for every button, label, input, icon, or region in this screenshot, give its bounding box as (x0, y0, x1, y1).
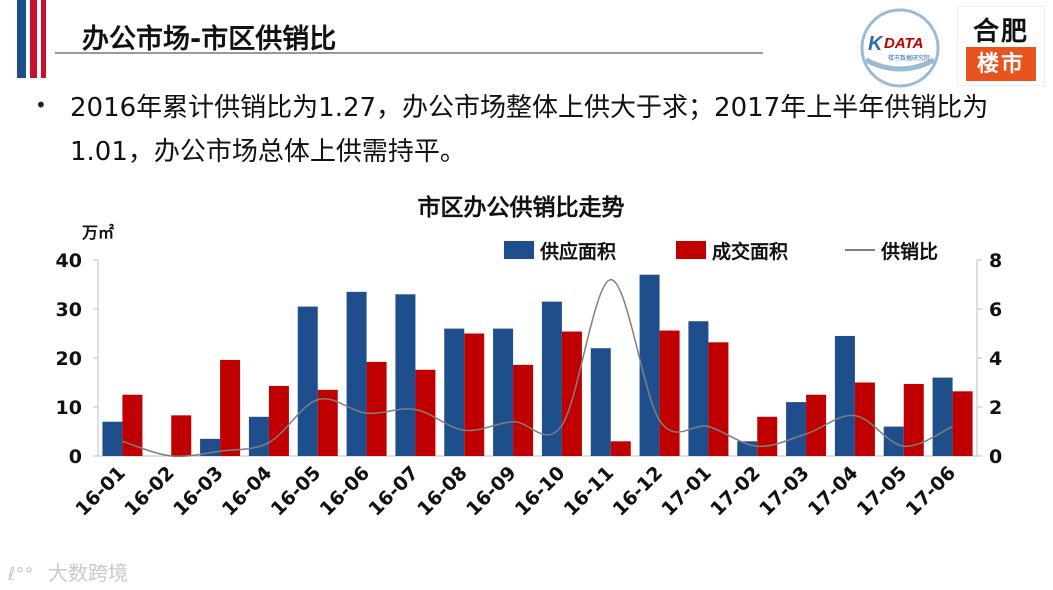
bar-sales (122, 394, 143, 456)
bar-sales (513, 364, 534, 456)
bar-supply (688, 321, 709, 456)
bar-sales (708, 342, 729, 456)
bar-supply (248, 416, 269, 456)
watermark-text: 大数跨境 (48, 561, 128, 585)
bar-sales (561, 331, 582, 456)
x-tick-label: 16-03 (169, 462, 228, 521)
bar-supply (786, 402, 807, 456)
bar-supply (346, 291, 367, 456)
kdata-logo: K DATA 楼市数据研究院 (860, 8, 940, 88)
bar-supply (493, 328, 514, 456)
x-tick-label: 16-12 (609, 462, 668, 521)
bar-sales (220, 359, 241, 456)
logo-text-top: 合肥 (972, 17, 1029, 47)
x-tick-label: 16-07 (364, 462, 423, 521)
svg-text:DATA: DATA (884, 35, 923, 52)
x-tick-label: 16-02 (120, 462, 179, 521)
bar-supply (639, 274, 660, 456)
header-flag-red-thin (41, 0, 46, 78)
y-tick-label-left: 10 (56, 397, 82, 419)
bar-supply (541, 301, 562, 456)
x-tick-label: 16-05 (267, 462, 326, 521)
y-axis-unit-label: 万㎡ (81, 223, 114, 242)
legend-label-2: 成交面积 (712, 240, 788, 263)
bar-supply (297, 306, 318, 456)
bar-sales (366, 361, 387, 456)
bar-supply (395, 294, 416, 456)
x-tick-label: 16-04 (218, 462, 277, 521)
x-tick-label: 16-06 (316, 462, 375, 521)
y-tick-label-right: 0 (989, 446, 1002, 468)
y-tick-label-left: 30 (56, 299, 82, 321)
x-tick-label: 17-06 (902, 462, 961, 521)
y-tick-label-right: 8 (989, 250, 1002, 272)
chart-legend: 供应面积 成交面积 供销比 (504, 240, 938, 263)
bar-supply (834, 335, 855, 456)
chart-title: 市区办公供销比走势 (418, 194, 625, 221)
bar-sales (806, 394, 827, 456)
x-tick-label: 16-09 (462, 462, 521, 521)
y-tick-label-right: 2 (989, 397, 1002, 419)
y-tick-label-left: 40 (56, 250, 82, 272)
page-title: 办公市场-市区供销比 (82, 24, 337, 55)
bar-supply (444, 328, 465, 456)
bar-sales (171, 415, 192, 456)
x-tick-label: 17-01 (657, 462, 716, 521)
bar-supply (590, 348, 611, 456)
legend-label-3: 供销比 (880, 240, 938, 263)
x-tick-label: 16-08 (413, 462, 472, 521)
logo-text-bottom: 楼市 (966, 47, 1036, 81)
x-tick-label: 16-11 (560, 462, 619, 521)
bar-sales (952, 391, 973, 456)
bar-sales (659, 330, 680, 456)
bar-sales (268, 385, 289, 456)
bar-sales (757, 416, 778, 456)
bar-sales (610, 441, 631, 456)
y-tick-label-left: 20 (56, 348, 82, 370)
y-tick-label-right: 6 (989, 299, 1002, 321)
legend-label-1: 供应面积 (539, 240, 616, 263)
plot-area: 0102030400246816-0116-0216-0316-0416-051… (56, 250, 1003, 521)
ratio-line (122, 278, 953, 458)
bar-supply (932, 377, 953, 456)
header-flag-blue (17, 0, 26, 78)
x-tick-label: 17-03 (755, 462, 814, 521)
bar-supply (102, 421, 123, 456)
x-tick-label: 17-02 (706, 462, 765, 521)
summary-text: 2016年累计供销比为1.27，办公市场整体上供大于求；2017年上半年供销比为… (70, 93, 989, 167)
x-tick-label: 17-05 (853, 462, 912, 521)
svg-text:楼市数据研究院: 楼市数据研究院 (888, 54, 930, 62)
bar-sales (903, 383, 924, 456)
watermark: ℓ°° 大数跨境 (8, 557, 128, 586)
supply-sales-chart: 市区办公供销比走势 万㎡ 0102030400246816-0116-0216-… (56, 194, 1003, 521)
bullet-dot-icon: • (35, 93, 47, 117)
y-tick-label-right: 4 (989, 348, 1002, 370)
legend-swatch-2 (676, 241, 706, 259)
svg-text:K: K (868, 33, 884, 55)
hefei-loushi-logo: 合肥 楼市 (957, 6, 1045, 86)
bar-sales (464, 333, 485, 456)
title-divider (55, 52, 763, 54)
bar-sales (317, 389, 338, 456)
x-tick-label: 16-01 (71, 462, 130, 521)
x-tick-label: 17-04 (804, 462, 863, 521)
y-tick-label-left: 0 (69, 446, 82, 468)
header-flag-red (30, 0, 37, 78)
watermark-icon: ℓ°° (8, 564, 34, 585)
legend-swatch-1 (504, 241, 534, 259)
x-tick-label: 16-10 (511, 462, 570, 521)
bar-supply (883, 426, 904, 456)
